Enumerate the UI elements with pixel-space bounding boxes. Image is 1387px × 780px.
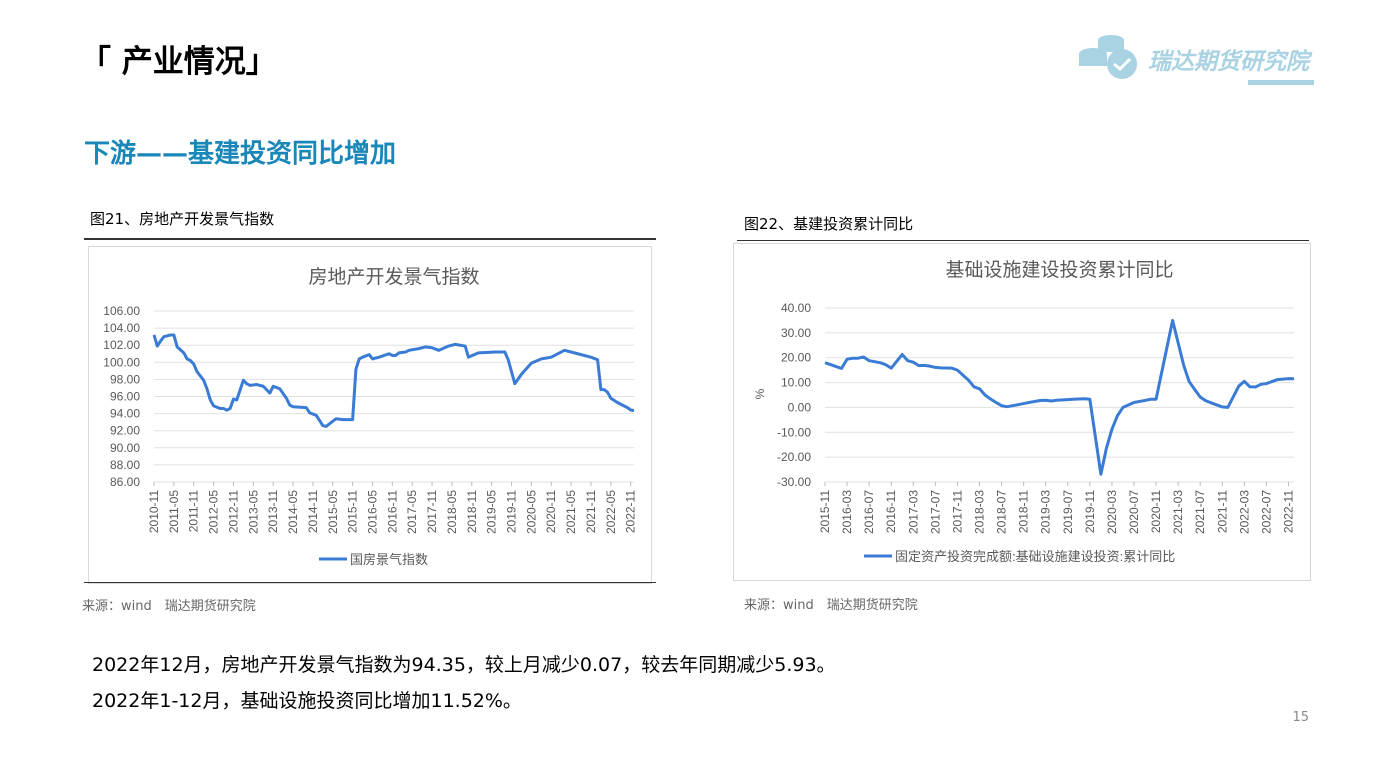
y-tick-label: 96.00	[110, 390, 140, 404]
figure-22-source: 来源：wind 瑞达期货研究院	[744, 598, 918, 613]
x-tick-label: 2015-11	[346, 490, 360, 533]
x-tick-label: 2012-11	[226, 490, 240, 533]
chart-title: 基础设施建设投资累计同比	[945, 259, 1173, 281]
y-tick-label: 10.00	[781, 376, 811, 390]
section-subtitle: 下游——基建投资同比增加	[84, 139, 397, 169]
x-tick-label: 2020-11	[544, 490, 558, 533]
x-tick-label: 2015-05	[326, 490, 340, 534]
divider	[737, 240, 1309, 241]
y-tick-label: -20.00	[777, 450, 811, 464]
logo-bar	[1248, 80, 1314, 85]
x-tick-label: 2016-11	[385, 490, 399, 533]
x-tick-label: 2016-11	[884, 490, 898, 533]
y-tick-label: -10.00	[777, 425, 811, 439]
x-tick-label: 2014-05	[286, 490, 300, 534]
chart-title: 房地产开发景气指数	[308, 266, 479, 288]
y-tick-label: 30.00	[781, 326, 811, 340]
logo-coins-icon	[1079, 35, 1137, 79]
y-tick-label: 102.00	[103, 338, 140, 352]
x-tick-label: 2020-05	[524, 490, 538, 534]
chart-real-estate-index: 房地产开发景气指数 86.00 88.00 90.00 92.00 94.00 96.00 9…	[88, 246, 652, 584]
x-tick-label: 2020-07	[1127, 490, 1141, 534]
y-axis-label: %	[753, 388, 767, 399]
x-tick-label: 2014-11	[306, 490, 320, 533]
y-tick-label: 104.00	[103, 321, 140, 335]
x-tick-label: 2013-05	[246, 490, 260, 534]
y-tick-label: 20.00	[781, 351, 811, 365]
note-2: 2022年1-12月，基础设施投资同比增加11.52%。	[92, 690, 522, 712]
y-tick-label: 0.00	[788, 400, 812, 414]
x-tick-label: 2018-07	[995, 490, 1009, 534]
x-tick-label: 2018-03	[972, 490, 986, 534]
y-tick-label: 98.00	[110, 372, 140, 386]
x-tick-label: 2022-03	[1237, 490, 1251, 534]
y-tick-label: 92.00	[110, 424, 140, 438]
x-tick-label: 2019-03	[1039, 490, 1053, 534]
x-tick-label: 2021-07	[1193, 490, 1207, 534]
x-tick-label: 2017-03	[906, 490, 920, 534]
x-tick-label: 2018-11	[1017, 490, 1031, 533]
note-1: 2022年12月，房地产开发景气指数为94.35，较上月减少0.07，较去年同期…	[92, 654, 836, 676]
x-tick-label: 2010-11	[147, 490, 161, 533]
y-tick-label: 90.00	[110, 441, 140, 455]
x-tick-label: 2016-03	[840, 490, 854, 534]
y-tick-label: 86.00	[110, 475, 140, 489]
x-tick-label: 2015-11	[818, 490, 832, 533]
x-tick-label: 2019-07	[1061, 490, 1075, 534]
x-tick-label: 2011-05	[167, 490, 181, 533]
x-tick-label: 2017-05	[405, 490, 419, 534]
divider	[84, 582, 656, 583]
x-tick-label: 2022-11	[624, 490, 638, 533]
y-tick-label: 40.00	[781, 301, 811, 315]
page-title: 「 产业情况」	[80, 44, 277, 80]
x-tick-label: 2017-11	[425, 490, 439, 533]
series-line	[152, 333, 635, 428]
logo-text: 瑞达期货研究院	[1148, 49, 1309, 75]
chart-infrastructure-yoy: 基础设施建设投资累计同比 -30.00 -20.00 -10.00 0.00 10.00 2…	[733, 243, 1311, 581]
x-tick-label: 2017-07	[928, 490, 942, 534]
y-tick-label: 88.00	[110, 458, 140, 472]
x-tick-label: 2011-11	[187, 490, 201, 533]
x-tick-label: 2019-11	[1083, 490, 1097, 533]
x-tick-label: 2017-11	[950, 490, 964, 533]
x-tick-label: 2021-11	[584, 490, 598, 533]
series-line	[824, 318, 1295, 476]
x-tick-label: 2021-03	[1171, 490, 1185, 534]
x-tick-label: 2021-05	[564, 490, 578, 534]
x-tick-label: 2016-05	[365, 490, 379, 534]
x-tick-label: 2018-11	[465, 490, 479, 533]
x-tick-label: 2022-05	[604, 490, 618, 534]
x-tick-label: 2020-03	[1105, 490, 1119, 534]
x-tick-label: 2020-11	[1149, 490, 1163, 533]
x-tick-label: 2019-11	[505, 490, 519, 533]
x-tick-label: 2016-07	[862, 490, 876, 534]
figure-21-source: 来源：wind 瑞达期货研究院	[82, 599, 256, 614]
y-tick-label: 106.00	[103, 304, 140, 318]
x-tick-label: 2013-11	[266, 490, 280, 533]
x-tick-label: 2021-11	[1215, 490, 1229, 533]
figure-22-caption: 图22、基建投资累计同比	[744, 215, 914, 233]
legend-label: 固定资产投资完成额:基础设施建设投资:累计同比	[895, 549, 1175, 564]
legend-label: 国房景气指数	[350, 552, 428, 567]
y-tick-label: -30.00	[777, 475, 811, 489]
y-tick-label: 100.00	[103, 355, 140, 369]
figure-21-caption: 图21、房地产开发景气指数	[90, 210, 275, 228]
page-number: 15	[1292, 710, 1309, 725]
x-tick-label: 2012-05	[207, 490, 221, 534]
x-tick-label: 2022-07	[1259, 490, 1273, 534]
x-tick-label: 2022-11	[1281, 490, 1295, 533]
divider	[84, 238, 656, 240]
x-tick-label: 2018-05	[445, 490, 459, 534]
y-tick-label: 94.00	[110, 407, 140, 421]
x-tick-label: 2019-05	[485, 490, 499, 534]
